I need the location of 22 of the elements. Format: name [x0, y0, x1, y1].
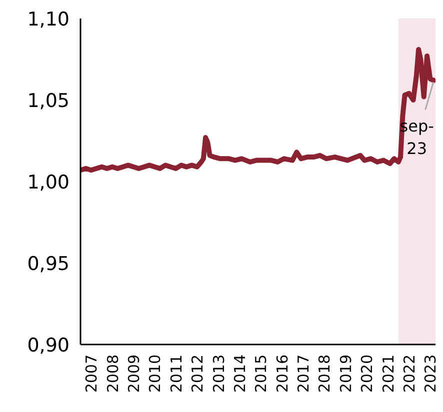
- x-tick-label: 2016: [273, 354, 292, 393]
- x-tick-label: 2008: [104, 354, 122, 393]
- x-tick-label: 2011: [167, 354, 186, 393]
- x-tick-label: 2020: [358, 354, 376, 393]
- y-tick-label: 1,10: [27, 8, 70, 30]
- x-tick-label: 2015: [252, 354, 270, 393]
- y-tick-label: 0,90: [27, 334, 70, 356]
- x-tick-label: 2019: [336, 354, 355, 393]
- x-tick-label: 2010: [146, 354, 164, 393]
- x-tick-label: 2014: [230, 354, 249, 393]
- y-tick-label: 0,95: [27, 253, 70, 275]
- x-tick-label: 2013: [210, 354, 228, 393]
- x-tick-label: 2021: [379, 354, 398, 393]
- x-tick-label: 2018: [316, 354, 334, 393]
- x-tick-label: 2012: [188, 354, 207, 393]
- y-tick-label: 1,05: [27, 90, 70, 112]
- x-tick-label: 2022: [400, 354, 419, 393]
- x-tick-label: 2023: [422, 354, 440, 393]
- x-tick-label: 2017: [294, 354, 313, 393]
- x-tick-label: 2009: [124, 354, 143, 393]
- x-tick-label: 2007: [82, 354, 101, 393]
- y-tick-label: 1,00: [27, 172, 70, 194]
